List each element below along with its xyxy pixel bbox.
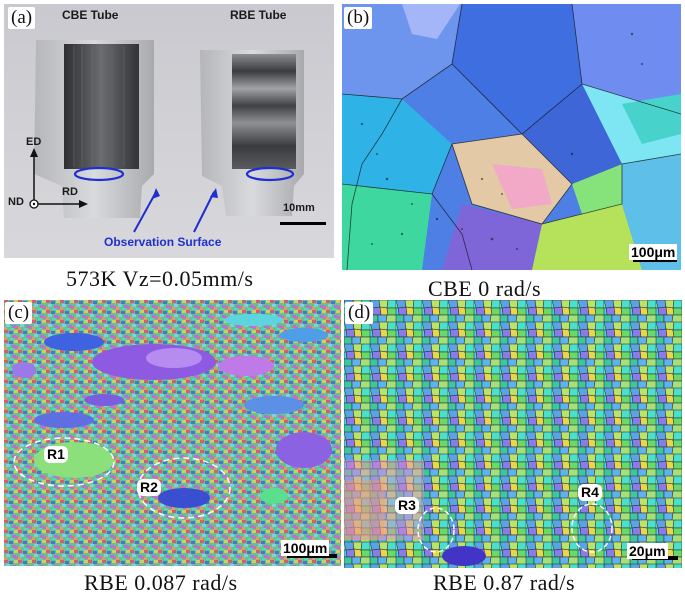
axis-ed-label: ED	[26, 136, 42, 148]
ebsd-map-rbe-087	[344, 300, 682, 568]
ebsd-map-rbe-0087	[4, 300, 341, 566]
rbe-tube-title: RBE Tube	[230, 8, 287, 22]
scale-bar-a-label: 10mm	[283, 202, 315, 214]
scale-bar-d-label: 20μm	[627, 543, 668, 559]
tube-photo	[4, 4, 334, 258]
panel-b-label: (b)	[344, 7, 373, 29]
axis-rd-label: RD	[62, 186, 78, 198]
panel-c-label: (c)	[5, 302, 33, 324]
panel-b-ebsd-map	[342, 4, 681, 270]
panel-c-caption: RBE 0.087 rad/s	[84, 570, 238, 595]
region-r2-label: R2	[137, 479, 161, 496]
cbe-tube-title: CBE Tube	[62, 8, 119, 22]
scale-bar-c-label: 100μm	[281, 540, 330, 556]
region-r1-label: R1	[44, 446, 68, 463]
panel-d-label: (d)	[345, 302, 374, 324]
panel-a-label: (a)	[8, 7, 36, 29]
region-r3-label: R3	[395, 497, 419, 514]
panel-b-caption: CBE 0 rad/s	[428, 276, 542, 301]
panel-a-photo	[4, 4, 334, 258]
scale-bar-b-label: 100μm	[629, 244, 678, 260]
observation-surface-label: Observation Surface	[104, 235, 222, 249]
ebsd-map-cbe	[342, 4, 681, 270]
region-r4-label: R4	[578, 484, 602, 501]
panel-d-ebsd-map	[344, 300, 682, 568]
panel-a-caption: 573K Vz=0.05mm/s	[66, 266, 254, 291]
axis-nd-label: ND	[8, 196, 24, 208]
panel-c-ebsd-map	[4, 300, 341, 566]
panel-d-caption: RBE 0.87 rad/s	[433, 570, 576, 595]
